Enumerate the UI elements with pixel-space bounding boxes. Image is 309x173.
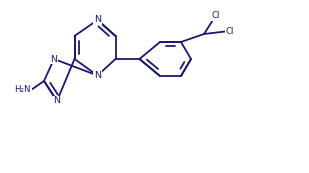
Text: N: N <box>94 71 101 80</box>
Text: N: N <box>50 54 57 63</box>
Text: N: N <box>53 97 61 106</box>
Text: Cl: Cl <box>211 11 220 20</box>
Text: Cl: Cl <box>225 26 234 35</box>
Text: H₂N: H₂N <box>15 85 31 94</box>
Text: N: N <box>94 16 101 25</box>
